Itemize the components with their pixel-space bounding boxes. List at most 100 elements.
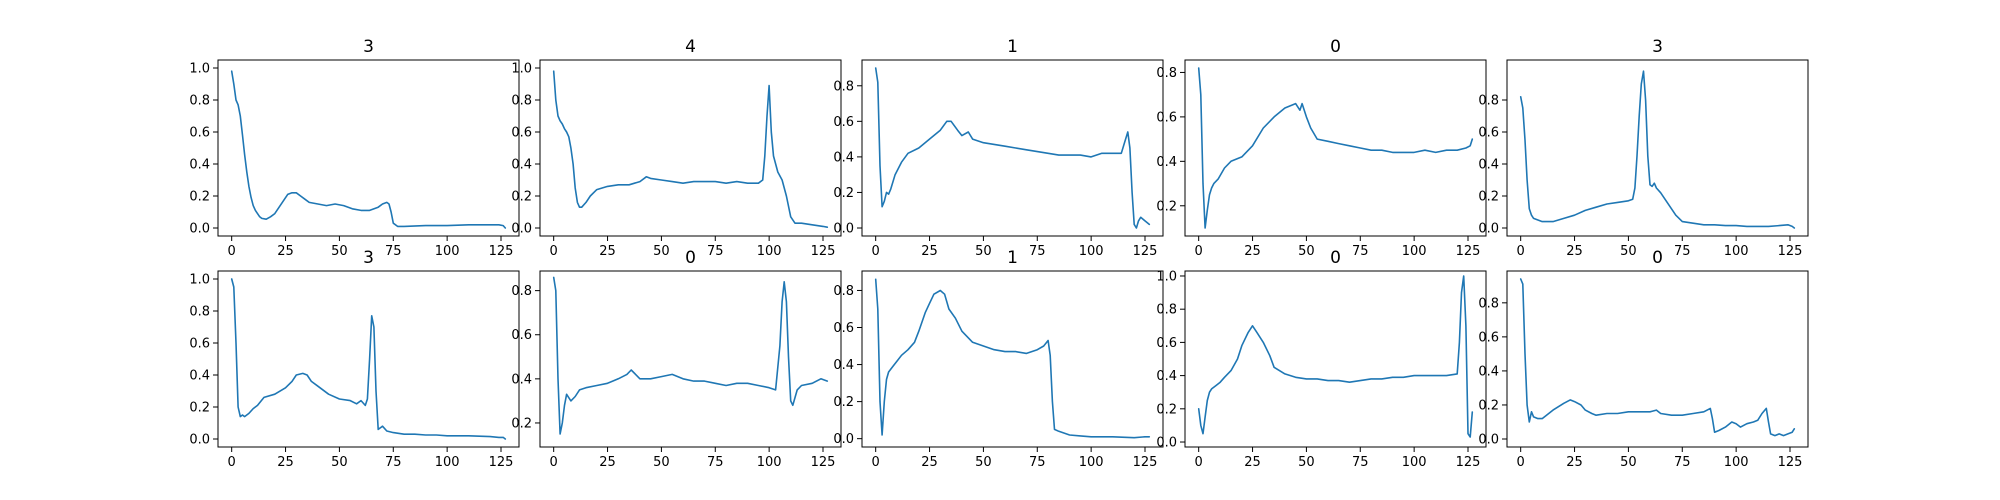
series-line xyxy=(1197,67,1474,229)
x-tick-label: 0 xyxy=(1195,455,1203,470)
x-tick-label: 25 xyxy=(1244,455,1261,470)
y-tick-label: 0.4 xyxy=(1156,369,1177,384)
y-tick-label: 1.0 xyxy=(1156,269,1177,284)
series-line xyxy=(552,70,829,228)
y-tick-label: 0.2 xyxy=(189,190,210,205)
x-tick-label: 25 xyxy=(277,244,294,259)
y-tick-label: 0.2 xyxy=(511,416,532,431)
axes-frame xyxy=(539,59,842,237)
x-tick-label: 25 xyxy=(599,244,616,259)
x-tick-label: 125 xyxy=(1456,455,1481,470)
series-line xyxy=(874,67,1151,229)
x-tick-label: 50 xyxy=(1620,455,1637,470)
axes-frame xyxy=(1184,270,1487,448)
subplot-6: 3 0 25 50 75 100 125 0.0 0.2 0.4 0.6 0.8 1.0 xyxy=(189,248,520,470)
x-tick-label: 50 xyxy=(331,244,348,259)
y-tick-label: 0.4 xyxy=(189,158,210,173)
x-tick-label: 0 xyxy=(1517,455,1525,470)
y-tick-label: 0.2 xyxy=(1156,199,1177,214)
series-line xyxy=(874,278,1151,439)
x-tick-label: 75 xyxy=(707,455,724,470)
subplot-4: 0 0 25 50 75 100 125 0.2 0.4 0.6 0.8 xyxy=(1156,37,1487,259)
x-tick-label: 125 xyxy=(489,244,514,259)
y-tick-label: 0.8 xyxy=(189,305,210,320)
x-tick-label: 50 xyxy=(653,455,670,470)
subplot-10: 0 0 25 50 75 100 125 0.0 0.2 0.4 0.6 0.8 xyxy=(1478,248,1809,470)
y-tick-label: 0.4 xyxy=(189,369,210,384)
x-tick-label: 125 xyxy=(811,455,836,470)
y-tick-label: 0.0 xyxy=(833,222,854,237)
x-tick-label: 125 xyxy=(1133,244,1158,259)
y-tick-label: 0.0 xyxy=(1478,222,1499,237)
subplot-title: 1 xyxy=(1007,37,1018,57)
y-tick-label: 0.0 xyxy=(1478,433,1499,448)
y-tick-label: 0.0 xyxy=(189,433,210,448)
x-tick-label: 75 xyxy=(1352,455,1369,470)
x-tick-label: 125 xyxy=(1456,244,1481,259)
y-tick-label: 0.8 xyxy=(833,79,854,94)
x-tick-label: 0 xyxy=(1195,244,1203,259)
axes-frame xyxy=(539,270,842,448)
axes-frame xyxy=(217,59,520,237)
x-tick-label: 75 xyxy=(1029,244,1046,259)
x-tick-label: 0 xyxy=(550,244,558,259)
series-line xyxy=(1519,70,1796,229)
x-tick-label: 25 xyxy=(599,455,616,470)
x-tick-label: 25 xyxy=(277,455,294,470)
axes-frame xyxy=(1184,59,1487,237)
y-tick-label: 0.6 xyxy=(189,126,210,141)
x-tick-label: 0 xyxy=(872,244,880,259)
x-tick-label: 125 xyxy=(1778,455,1803,470)
x-tick-label: 100 xyxy=(1079,455,1104,470)
y-tick-label: 0.2 xyxy=(189,401,210,416)
subplot-1: 3 0 25 50 75 100 125 0.0 0.2 0.4 0.6 0.8 1.0 xyxy=(189,37,520,259)
y-tick-label: 0.6 xyxy=(511,126,532,141)
subplot-7: 0 0 25 50 75 100 125 0.2 0.4 0.6 0.8 xyxy=(511,248,842,470)
y-tick-label: 0.6 xyxy=(1478,126,1499,141)
x-tick-label: 100 xyxy=(435,455,460,470)
x-tick-label: 50 xyxy=(331,455,348,470)
x-tick-label: 125 xyxy=(1133,455,1158,470)
x-tick-label: 25 xyxy=(1566,455,1583,470)
x-tick-label: 75 xyxy=(385,244,402,259)
y-tick-label: 0.8 xyxy=(1156,303,1177,318)
y-tick-label: 0.6 xyxy=(1478,330,1499,345)
x-tick-label: 50 xyxy=(1298,455,1315,470)
y-tick-label: 0.0 xyxy=(511,222,532,237)
subplot-title: 3 xyxy=(1652,37,1663,57)
axes-frame xyxy=(861,59,1164,237)
subplot-title: 0 xyxy=(1330,248,1341,268)
y-tick-label: 0.6 xyxy=(833,115,854,130)
x-tick-label: 75 xyxy=(707,244,724,259)
x-tick-label: 100 xyxy=(757,244,782,259)
axes-frame xyxy=(217,270,520,448)
series-line xyxy=(1519,278,1796,437)
y-tick-label: 0.6 xyxy=(1156,110,1177,125)
axes-frame xyxy=(1506,59,1809,237)
subplot-title: 0 xyxy=(1652,248,1663,268)
axes-frame xyxy=(1506,270,1809,448)
subplot-title: 0 xyxy=(685,248,696,268)
y-tick-label: 0.6 xyxy=(511,328,532,343)
x-tick-label: 75 xyxy=(1029,455,1046,470)
y-tick-label: 0.8 xyxy=(1156,66,1177,81)
y-tick-label: 0.8 xyxy=(189,94,210,109)
x-tick-label: 50 xyxy=(975,244,992,259)
y-tick-label: 0.8 xyxy=(1478,94,1499,109)
subplot-3: 1 0 25 50 75 100 125 0.0 0.2 0.4 0.6 0.8 xyxy=(833,37,1164,259)
y-tick-label: 1.0 xyxy=(189,62,210,77)
axes-frame xyxy=(861,270,1164,448)
x-tick-label: 25 xyxy=(1566,244,1583,259)
subplot-title: 4 xyxy=(685,37,696,57)
series-line xyxy=(230,70,507,229)
y-tick-label: 0.2 xyxy=(1478,398,1499,413)
x-tick-label: 25 xyxy=(1244,244,1261,259)
subplot-title: 1 xyxy=(1007,248,1018,268)
x-tick-label: 100 xyxy=(1402,455,1427,470)
x-tick-label: 100 xyxy=(435,244,460,259)
y-tick-label: 0.0 xyxy=(189,222,210,237)
x-tick-label: 0 xyxy=(228,455,236,470)
series-line xyxy=(230,278,507,440)
x-tick-label: 25 xyxy=(921,455,938,470)
subplot-2: 4 0 25 50 75 100 125 0.0 0.2 0.4 0.6 0.8 1.0 xyxy=(511,37,842,259)
